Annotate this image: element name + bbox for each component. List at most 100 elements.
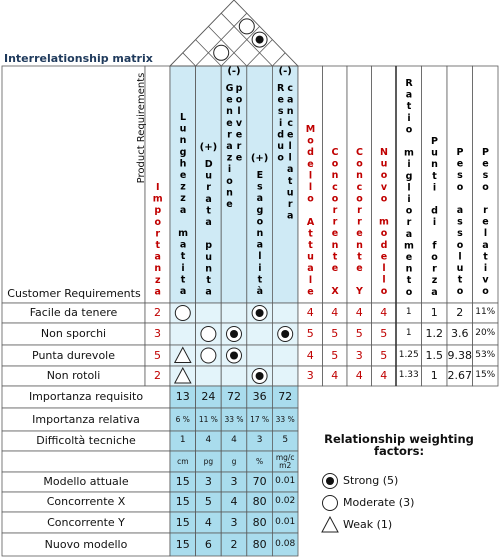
row-label: Nuovo modello — [44, 537, 128, 551]
improvement-direction: (-) — [278, 66, 292, 77]
column-header: Modello Attuale — [298, 66, 323, 303]
improvement-direction: (+) — [199, 141, 218, 153]
weak-symbol — [321, 515, 339, 533]
column-header-text: Esagonalità — [254, 170, 266, 298]
competitor-score: 5 — [380, 327, 388, 341]
roof — [168, 0, 300, 67]
column-header: Concorrente X — [323, 66, 348, 303]
column-header-text: Modello Attuale — [305, 124, 316, 298]
row-value: 2 — [230, 537, 238, 551]
row-value: cm — [177, 456, 189, 466]
column-header: Ratio miglioramento — [396, 66, 422, 303]
competitor-score: 4 — [380, 369, 388, 383]
cell — [271, 344, 299, 367]
strong-symbol-core — [230, 330, 238, 338]
column-header-text: Importanza — [152, 182, 164, 298]
strong-symbol-core — [255, 309, 264, 317]
row-value: 3 — [230, 515, 238, 529]
column-header-text: Nuovo modello — [378, 147, 390, 298]
cell — [271, 365, 299, 387]
row-value: 17 % — [250, 414, 270, 424]
cell — [472, 365, 499, 387]
strong-symbol-core — [230, 351, 238, 360]
row-value: 33 % — [275, 414, 295, 424]
column-header-text: Durata punta — [203, 158, 215, 298]
row-value: pg — [203, 456, 214, 466]
legend-label: Strong (5) — [343, 474, 399, 488]
moderate-symbol — [213, 44, 230, 61]
row-label: Concorrente Y — [47, 515, 125, 529]
column-header-text: Generazione polvere — [223, 83, 245, 211]
cell — [346, 65, 372, 304]
analysis-value: 1.2 — [425, 327, 444, 341]
row-value: 72 — [226, 390, 241, 404]
cell — [271, 302, 299, 324]
row-value: 0.08 — [275, 538, 296, 549]
column-header-text: Residuo cancellatura — [275, 83, 296, 223]
title: Interrelationship matrix — [4, 52, 153, 66]
analysis-value: 1 — [430, 369, 438, 383]
cell — [297, 65, 323, 304]
competitor-score: 5 — [331, 327, 339, 341]
customer-requirements-label: Customer Requirements — [7, 287, 141, 301]
column-header-text: Lunghezza matita — [177, 112, 189, 298]
row-value: 13 — [175, 390, 190, 404]
cell — [195, 365, 222, 387]
row-label: Modello attuale — [43, 475, 129, 489]
roof-lattice — [182, 52, 196, 67]
row-label: Difficoltà tecniche — [36, 434, 136, 448]
cell — [246, 322, 273, 346]
requirement-name: Non sporchi — [40, 327, 107, 341]
column-header: (+) Durata punta — [196, 66, 222, 303]
legend-label: Moderate (3) — [343, 496, 415, 510]
strong-symbol-core — [326, 477, 334, 485]
cell — [271, 532, 299, 557]
cell — [195, 302, 222, 324]
row-value: 15 — [175, 475, 190, 489]
row-value: 3 — [204, 475, 212, 489]
column-header-text: Concorrente X — [329, 147, 341, 298]
row-value: 70 — [252, 475, 267, 489]
row-value: 80 — [252, 495, 267, 509]
analysis-value: 1 — [430, 306, 438, 320]
analysis-value: 20% — [475, 328, 496, 339]
competitor-score: 4 — [355, 369, 363, 383]
row-value: 36 — [252, 390, 267, 404]
competitor-score: 4 — [331, 306, 339, 320]
column-header-text: Ratio miglioramento — [403, 77, 415, 298]
column-header-text: Concorrente Y — [354, 147, 365, 298]
column-header: (-) Residuo cancellatura — [272, 66, 298, 303]
competitor-score: 4 — [306, 306, 314, 320]
competitor-score: 3 — [355, 348, 363, 362]
row-value: 5 — [282, 435, 289, 446]
moderate-symbol — [322, 495, 338, 511]
cell — [246, 65, 273, 304]
strong-symbol-core — [255, 372, 264, 380]
row-value: 80 — [252, 515, 267, 529]
importance: 5 — [154, 348, 161, 362]
column-header: Concorrente Y — [347, 66, 372, 303]
cell — [246, 344, 273, 367]
analysis-value: 1.5 — [425, 348, 444, 362]
competitor-score: 5 — [380, 348, 388, 362]
moderate-symbol — [174, 305, 191, 321]
column-header: (+) Esagonalità — [247, 66, 273, 303]
roof-lattice — [220, 26, 260, 67]
row-value: 0.01 — [275, 516, 296, 527]
cell — [1, 450, 171, 473]
row-value: 80 — [252, 537, 267, 551]
column-header: (-) Generazione polvere — [221, 66, 247, 303]
analysis-value: 11% — [475, 307, 496, 318]
strong-symbol-core — [281, 330, 290, 338]
row-value: mg/cm2 — [275, 452, 295, 470]
analysis-value: 9.38 — [447, 348, 473, 362]
column-header: Peso relativo — [473, 66, 499, 303]
analysis-value: 2 — [456, 306, 464, 320]
cell — [169, 322, 197, 346]
cell — [220, 365, 248, 387]
row-value: 15 — [175, 495, 190, 509]
column-header-text: Punti di forza — [429, 135, 440, 298]
row-value: 4 — [205, 435, 212, 446]
